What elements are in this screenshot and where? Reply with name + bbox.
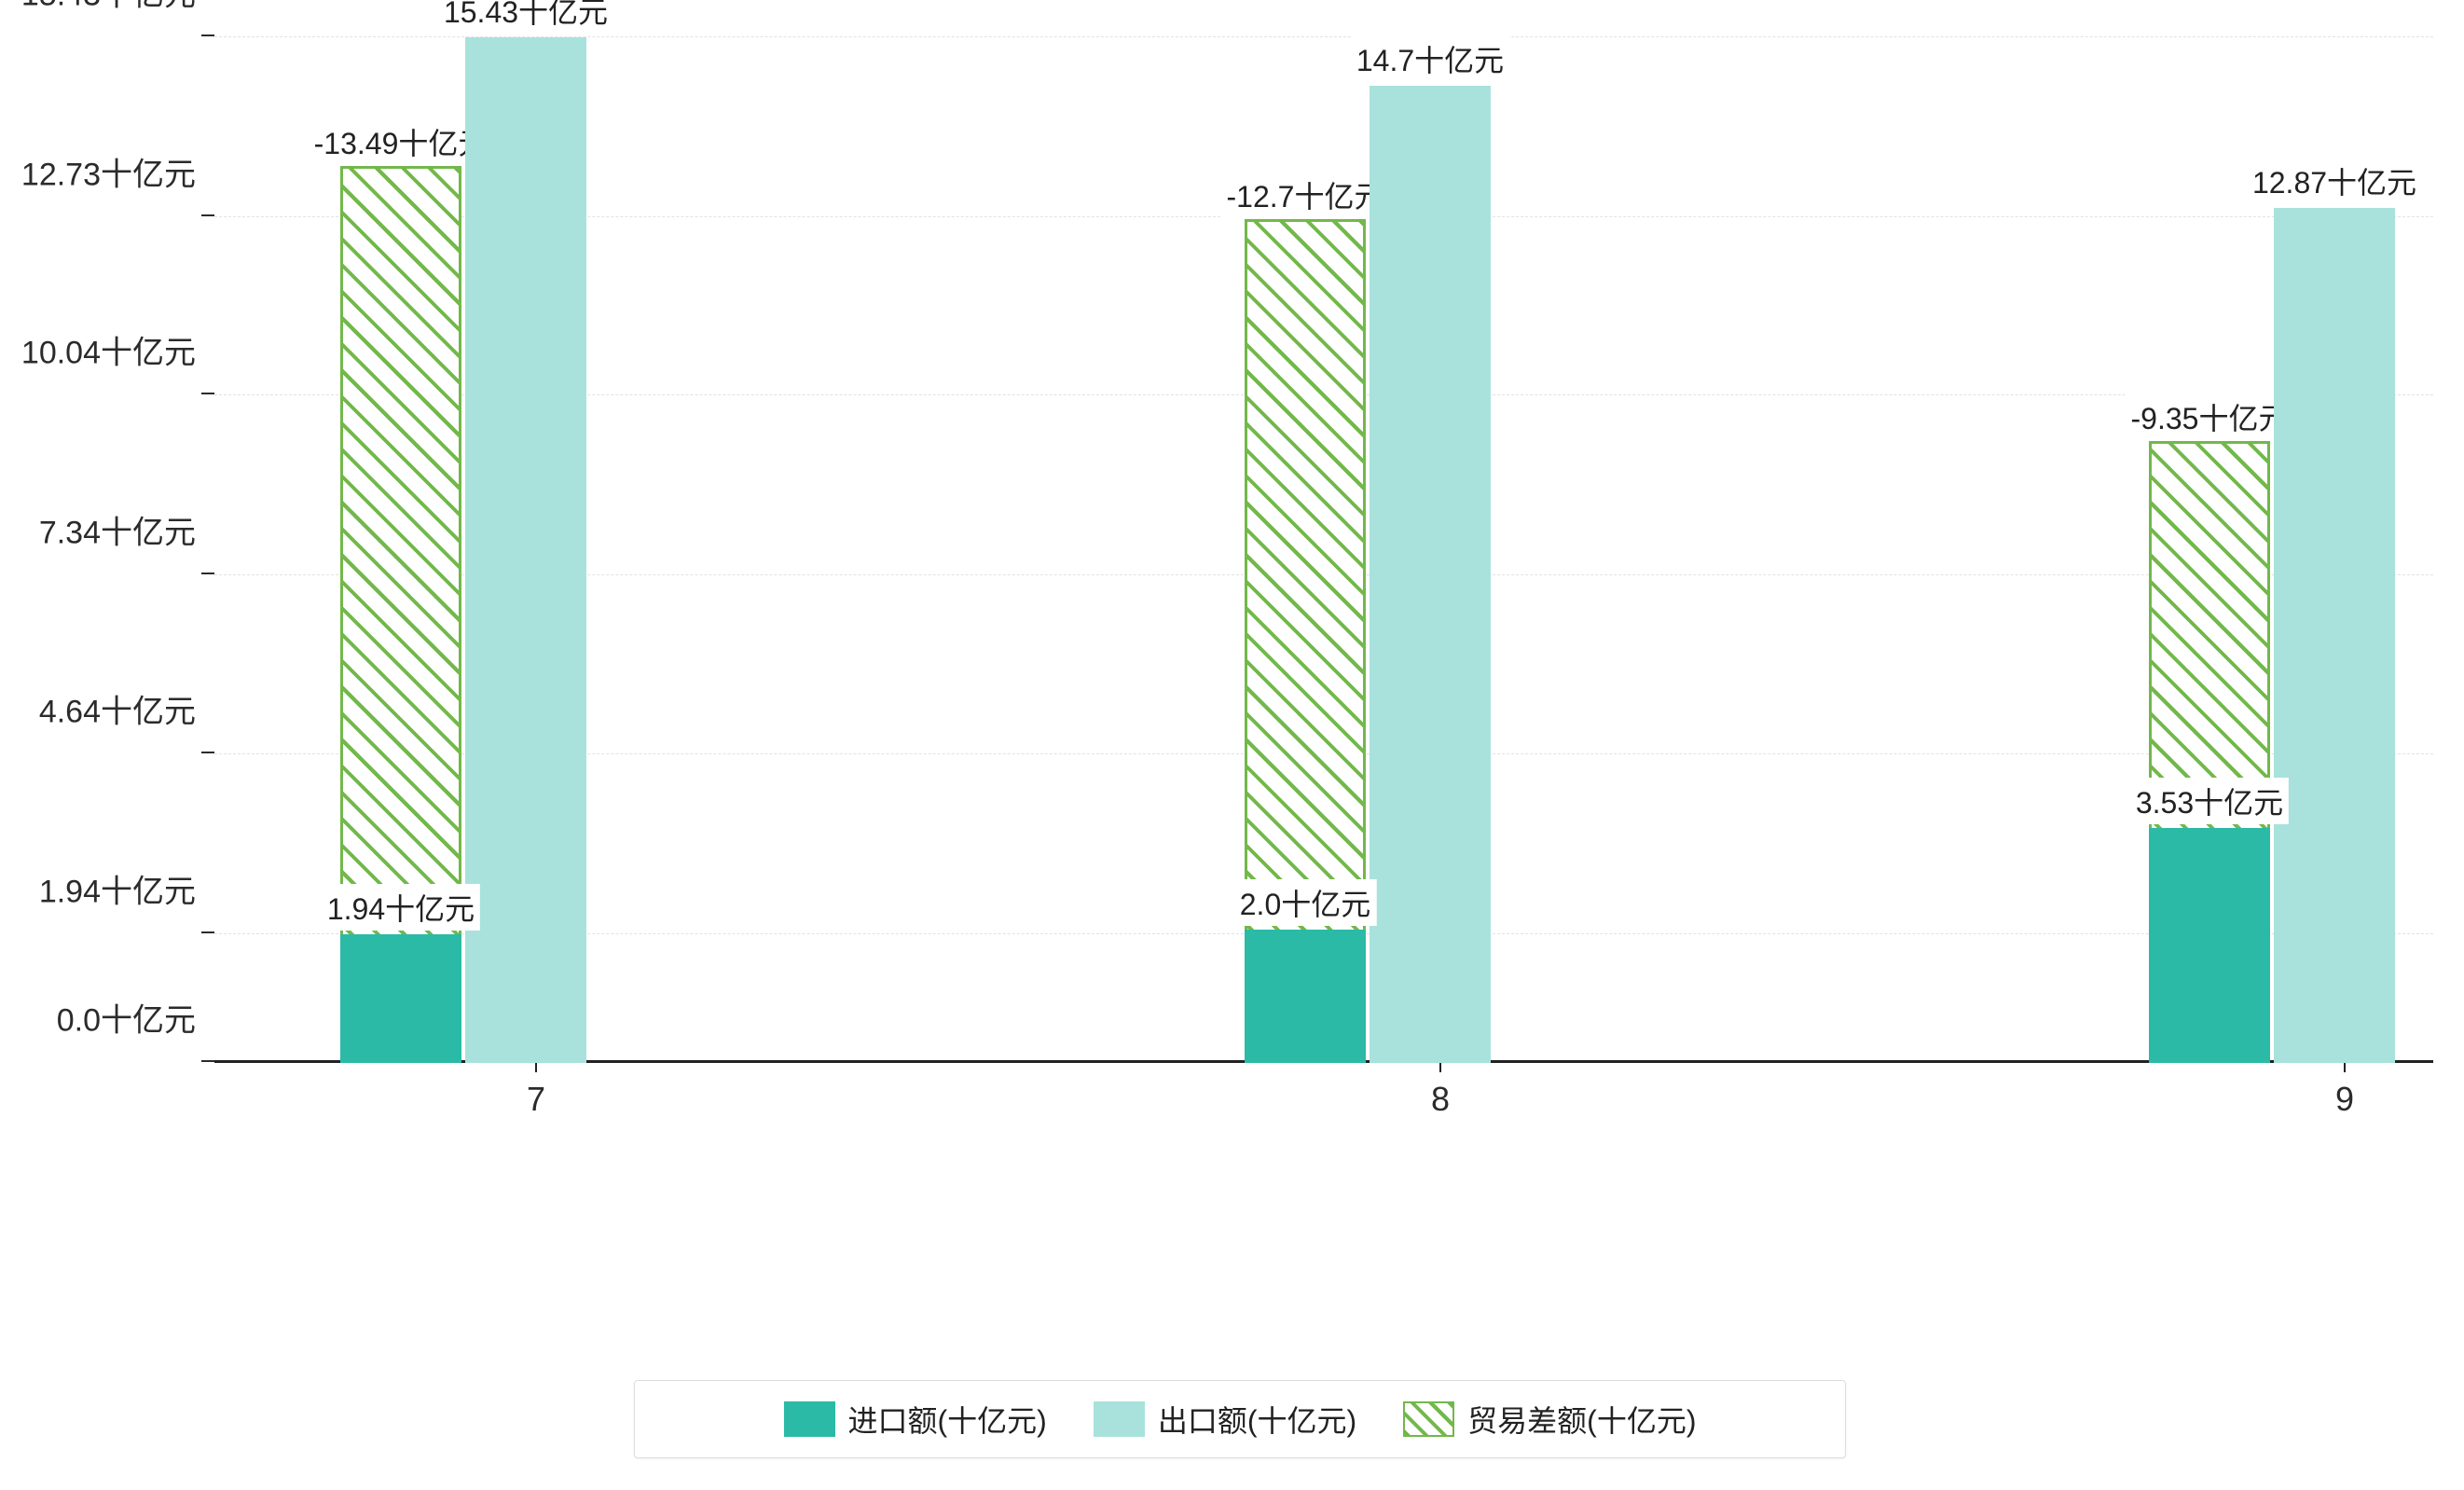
y-axis-label-3: 7.34十亿元 [0,506,196,552]
y-axis-tick-5 [201,214,214,216]
import-bar-9[interactable]: 3.53十亿元 [2149,828,2270,1063]
export-swatch-icon [1094,1401,1145,1437]
export-bar-label-9: 12.87十亿元 [2247,158,2422,204]
export-bar-9[interactable]: 12.87十亿元 [2274,208,2395,1064]
export-bar-8[interactable]: 14.7十亿元 [1370,86,1491,1063]
x-axis-tick-7 [535,1063,537,1072]
plot-area: 0.0十亿元 1.94十亿元 4.64十亿元 7.34十亿元 10.04十亿元 … [214,37,2433,1063]
y-axis-label-6: 15.43十亿元 [0,0,196,15]
legend-box: 进口额(十亿元) 出口额(十亿元) 贸易差额(十亿元) [634,1380,1846,1458]
chart-container: 0.0十亿元 1.94十亿元 4.64十亿元 7.34十亿元 10.04十亿元 … [0,0,2464,1490]
y-axis-tick-4 [201,393,214,394]
x-axis-tick-9 [2344,1063,2346,1072]
import-bar-8[interactable]: 2.0十亿元 [1245,930,1366,1063]
y-axis-tick-0 [201,1060,214,1062]
balance-bar-label-8: -12.7十亿元 [1221,172,1390,218]
legend-label-import: 进口额(十亿元) [848,1398,1047,1441]
export-bar-label-8: 14.7十亿元 [1351,35,1509,82]
x-axis-label-7[interactable]: 7 [527,1080,545,1119]
y-axis-label-2: 4.64十亿元 [0,686,196,732]
balance-bar-label-9: -9.35十亿元 [2126,393,2294,440]
bar-group-9: -9.35十亿元 12.87十亿元 3.53十亿元 9 [2149,37,2464,1063]
legend: 进口额(十亿元) 出口额(十亿元) 贸易差额(十亿元) [634,1380,1846,1458]
y-axis-label-1: 1.94十亿元 [0,865,196,911]
y-axis-label-4: 10.04十亿元 [0,327,196,373]
import-bar-label-8: 2.0十亿元 [1234,879,1377,926]
balance-swatch-icon [1403,1401,1454,1437]
export-bar-7[interactable]: 15.43十亿元 [465,37,586,1063]
x-axis-label-8[interactable]: 8 [1431,1080,1450,1119]
legend-label-balance: 贸易差额(十亿元) [1467,1398,1696,1441]
y-axis-label-0: 0.0十亿元 [0,995,196,1041]
y-axis-tick-1 [201,931,214,933]
import-bar-7[interactable]: 1.94十亿元 [340,934,461,1063]
y-axis-tick-3 [201,573,214,574]
y-axis-tick-6 [201,34,214,36]
import-swatch-icon [784,1401,835,1437]
legend-label-export: 出口额(十亿元) [1158,1398,1356,1441]
x-axis-label-9[interactable]: 9 [2335,1080,2354,1119]
y-axis-label-5: 12.73十亿元 [0,148,196,194]
legend-item-balance[interactable]: 贸易差额(十亿元) [1403,1398,1696,1441]
x-axis-tick-8 [1439,1063,1441,1072]
bar-group-8: -12.7十亿元 14.7十亿元 2.0十亿元 8 [1245,37,1636,1063]
import-bar-label-7: 1.94十亿元 [322,884,480,931]
y-axis-tick-2 [201,752,214,753]
legend-item-export[interactable]: 出口额(十亿元) [1094,1398,1356,1441]
bar-group-7: -13.49十亿元 15.43十亿元 1.94十亿元 7 [340,37,732,1063]
export-bar-label-7: 15.43十亿元 [438,0,613,34]
legend-item-import[interactable]: 进口额(十亿元) [784,1398,1047,1441]
import-bar-label-9: 3.53十亿元 [2130,778,2289,824]
